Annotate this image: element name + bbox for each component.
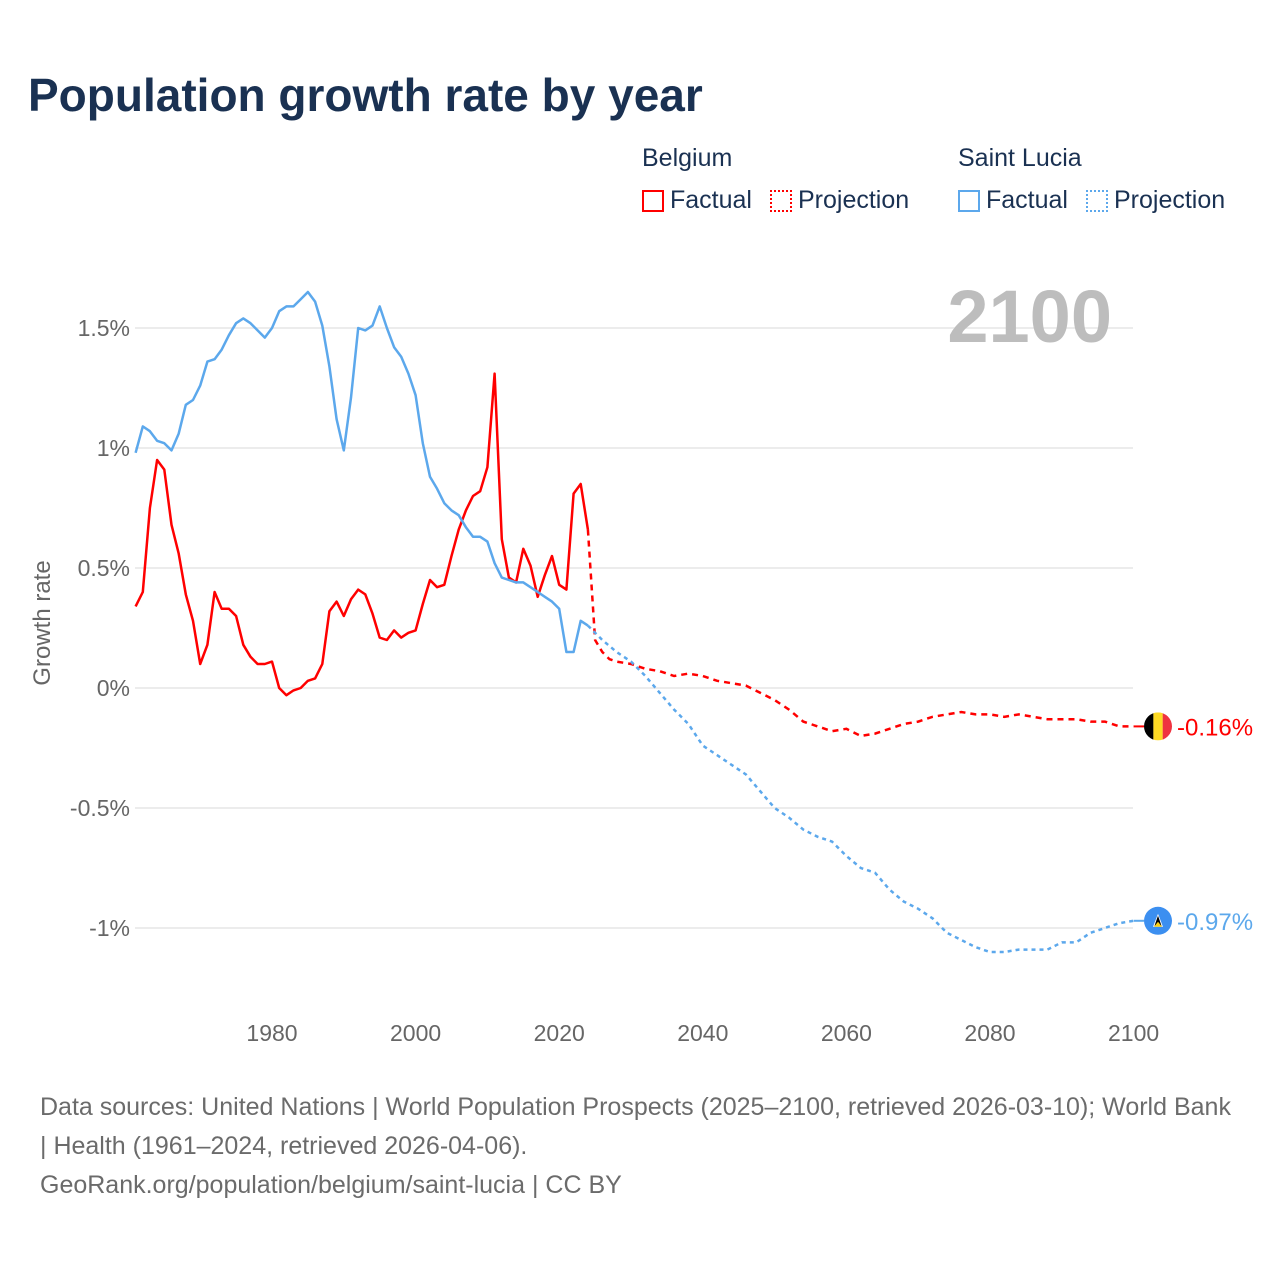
legend-group-saint-lucia: Saint Lucia xyxy=(958,144,1082,172)
stripe-red xyxy=(1162,712,1172,741)
dotted-swatch-icon xyxy=(1085,189,1108,212)
x-tick-label: 2000 xyxy=(390,1020,441,1046)
saint-lucia-factual-line xyxy=(134,290,589,654)
x-tick-label: 2040 xyxy=(677,1020,728,1046)
legend-item-belgium-factual[interactable]: Factual xyxy=(642,186,752,215)
legend-item-belgium-projection[interactable]: Projection xyxy=(769,186,910,215)
y-tick-label: 0% xyxy=(97,675,130,701)
x-tick-label: 2100 xyxy=(1108,1020,1159,1046)
solid-swatch-icon xyxy=(958,189,980,212)
chart-title: Population growth rate by year xyxy=(28,69,703,121)
belgium-factual-line xyxy=(134,372,590,697)
y-axis-label: Growth rate xyxy=(29,560,56,685)
legend-item-saint-lucia-factual[interactable]: Factual xyxy=(958,186,1068,215)
y-tick-label: -0.5% xyxy=(70,795,130,821)
saint-lucia-projection-line xyxy=(587,624,1134,954)
stripe-black xyxy=(1144,712,1154,741)
x-tick-label: 1980 xyxy=(246,1020,297,1046)
solid-swatch-icon xyxy=(642,189,664,212)
saint-lucia-flag-icon xyxy=(1144,906,1172,935)
belgium-end-value-label: -0.16% xyxy=(1177,714,1253,741)
belgium-flag-icon xyxy=(1144,712,1172,741)
flag-stripes xyxy=(1144,712,1172,741)
legend-item-saint-lucia-projection[interactable]: Projection xyxy=(1085,186,1226,215)
legend-label: Factual xyxy=(670,186,752,214)
legend-group-belgium: Belgium xyxy=(642,144,733,172)
legend-label: Factual xyxy=(986,186,1068,214)
x-tick-label: 2080 xyxy=(964,1020,1015,1046)
saint-lucia-end-value-label: -0.97% xyxy=(1177,909,1253,936)
y-tick-label: 1.5% xyxy=(78,315,130,341)
x-tick-label: 2060 xyxy=(821,1020,872,1046)
flag-triangle-gold xyxy=(1154,921,1162,927)
legend-label: Projection xyxy=(797,186,910,214)
year-display: 2100 xyxy=(947,275,1112,358)
dotted-swatch-icon xyxy=(769,189,792,212)
belgium-projection-line xyxy=(586,529,1134,738)
flag-triangle-black xyxy=(1154,915,1162,926)
data-sources: Data sources: United Nations | World Pop… xyxy=(40,1093,1231,1160)
legend-label: Projection xyxy=(1113,186,1226,214)
stripe-yellow xyxy=(1153,712,1163,741)
x-tick-label: 2020 xyxy=(534,1020,585,1046)
credit-link[interactable]: GeoRank.org/population/belgium/saint-luc… xyxy=(40,1171,622,1199)
y-tick-label: 0.5% xyxy=(78,555,130,581)
y-tick-label: 1% xyxy=(97,435,130,461)
footer: Data sources: United Nations | World Pop… xyxy=(40,1088,1240,1205)
y-tick-label: -1% xyxy=(89,915,130,941)
